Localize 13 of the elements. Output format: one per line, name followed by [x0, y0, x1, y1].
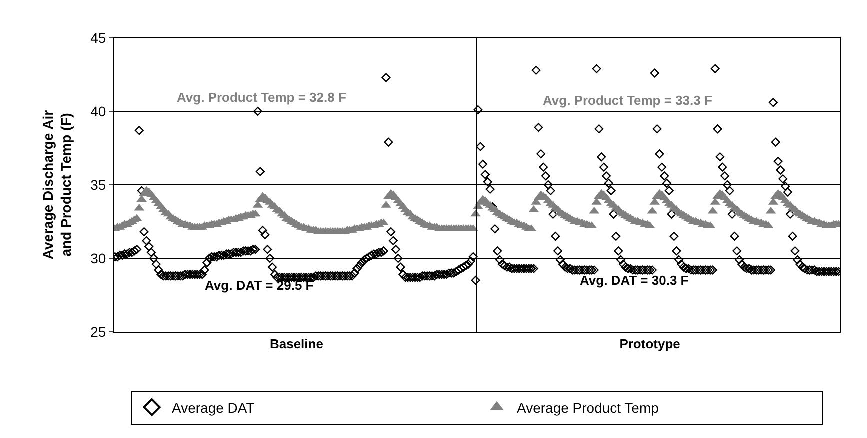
y-tick-label: 30: [90, 250, 106, 266]
x-tick-label: Baseline: [270, 336, 324, 352]
legend-label: Average DAT: [172, 400, 256, 416]
legend-label: Average Product Temp: [517, 400, 660, 416]
y-tick-label: 45: [90, 30, 106, 46]
y-tick-label: 40: [90, 103, 106, 120]
x-tick-label: Prototype: [620, 336, 680, 352]
annotation: Avg. DAT = 30.3 F: [580, 273, 689, 288]
annotation: Avg. Product Temp = 33.3 F: [543, 93, 712, 108]
annotation: Avg. Product Temp = 32.8 F: [177, 90, 346, 105]
y-tick-label: 25: [90, 324, 106, 340]
y-tick-label: 35: [90, 176, 106, 193]
y-axis-title: Average Discharge Air and Product Temp (F): [40, 110, 74, 260]
